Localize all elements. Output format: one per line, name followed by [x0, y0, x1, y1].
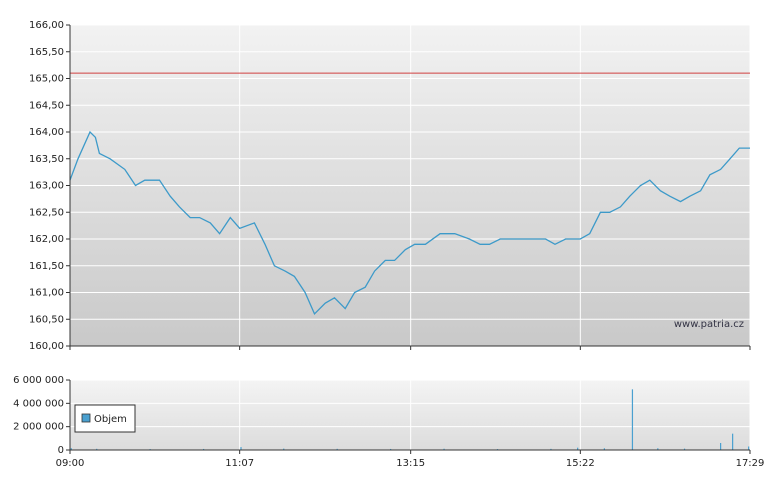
- y-tick-label: 162,50: [29, 207, 64, 218]
- volume-bar: [631, 389, 634, 450]
- volume-bar: [657, 448, 659, 450]
- y-tick-label: 0: [58, 445, 64, 456]
- volume-bar: [202, 448, 205, 450]
- volume-bar: [577, 447, 579, 450]
- x-tick-label: 15:22: [566, 458, 595, 469]
- volume-bar: [550, 448, 552, 450]
- volume-bar: [70, 448, 72, 450]
- volume-bar: [603, 448, 605, 450]
- volume-bar: [748, 446, 750, 450]
- y-tick-label: 160,50: [29, 314, 64, 325]
- x-tick-label: 09:00: [56, 458, 85, 469]
- volume-bar: [443, 448, 445, 450]
- y-tick-label: 165,00: [29, 74, 64, 85]
- volume-background: [70, 380, 750, 450]
- watermark: www.patria.cz: [674, 319, 744, 330]
- volume-bar: [283, 448, 285, 450]
- y-tick-label: 160,00: [29, 341, 64, 352]
- volume-bar: [240, 447, 242, 450]
- volume-bar: [683, 448, 686, 450]
- volume-bar: [390, 448, 392, 450]
- y-tick-label: 2 000 000: [13, 422, 64, 433]
- x-tick-label: 11:07: [225, 458, 254, 469]
- volume-bar: [96, 448, 98, 450]
- y-tick-label: 162,00: [29, 234, 64, 245]
- y-tick-label: 161,00: [29, 288, 64, 299]
- y-tick-label: 166,00: [29, 20, 64, 31]
- legend-swatch: [81, 413, 91, 423]
- y-tick-label: 163,00: [29, 181, 64, 192]
- y-tick-label: 164,50: [29, 100, 64, 111]
- y-tick-label: 165,50: [29, 47, 64, 58]
- price-line: [69, 130, 750, 316]
- x-tick-label: 13:15: [396, 458, 425, 469]
- y-tick-label: 6 000 000: [13, 375, 64, 386]
- volume-bar: [720, 443, 722, 450]
- volume-bar: [336, 448, 338, 450]
- y-tick-label: 164,00: [29, 127, 64, 138]
- y-tick-label: 161,50: [29, 261, 64, 272]
- y-tick-label: 163,50: [29, 154, 64, 165]
- y-tick-label: 4 000 000: [13, 398, 64, 409]
- x-tick-label: 17:29: [736, 458, 765, 469]
- legend-label: Objem: [94, 414, 127, 425]
- volume-bar: [732, 433, 734, 450]
